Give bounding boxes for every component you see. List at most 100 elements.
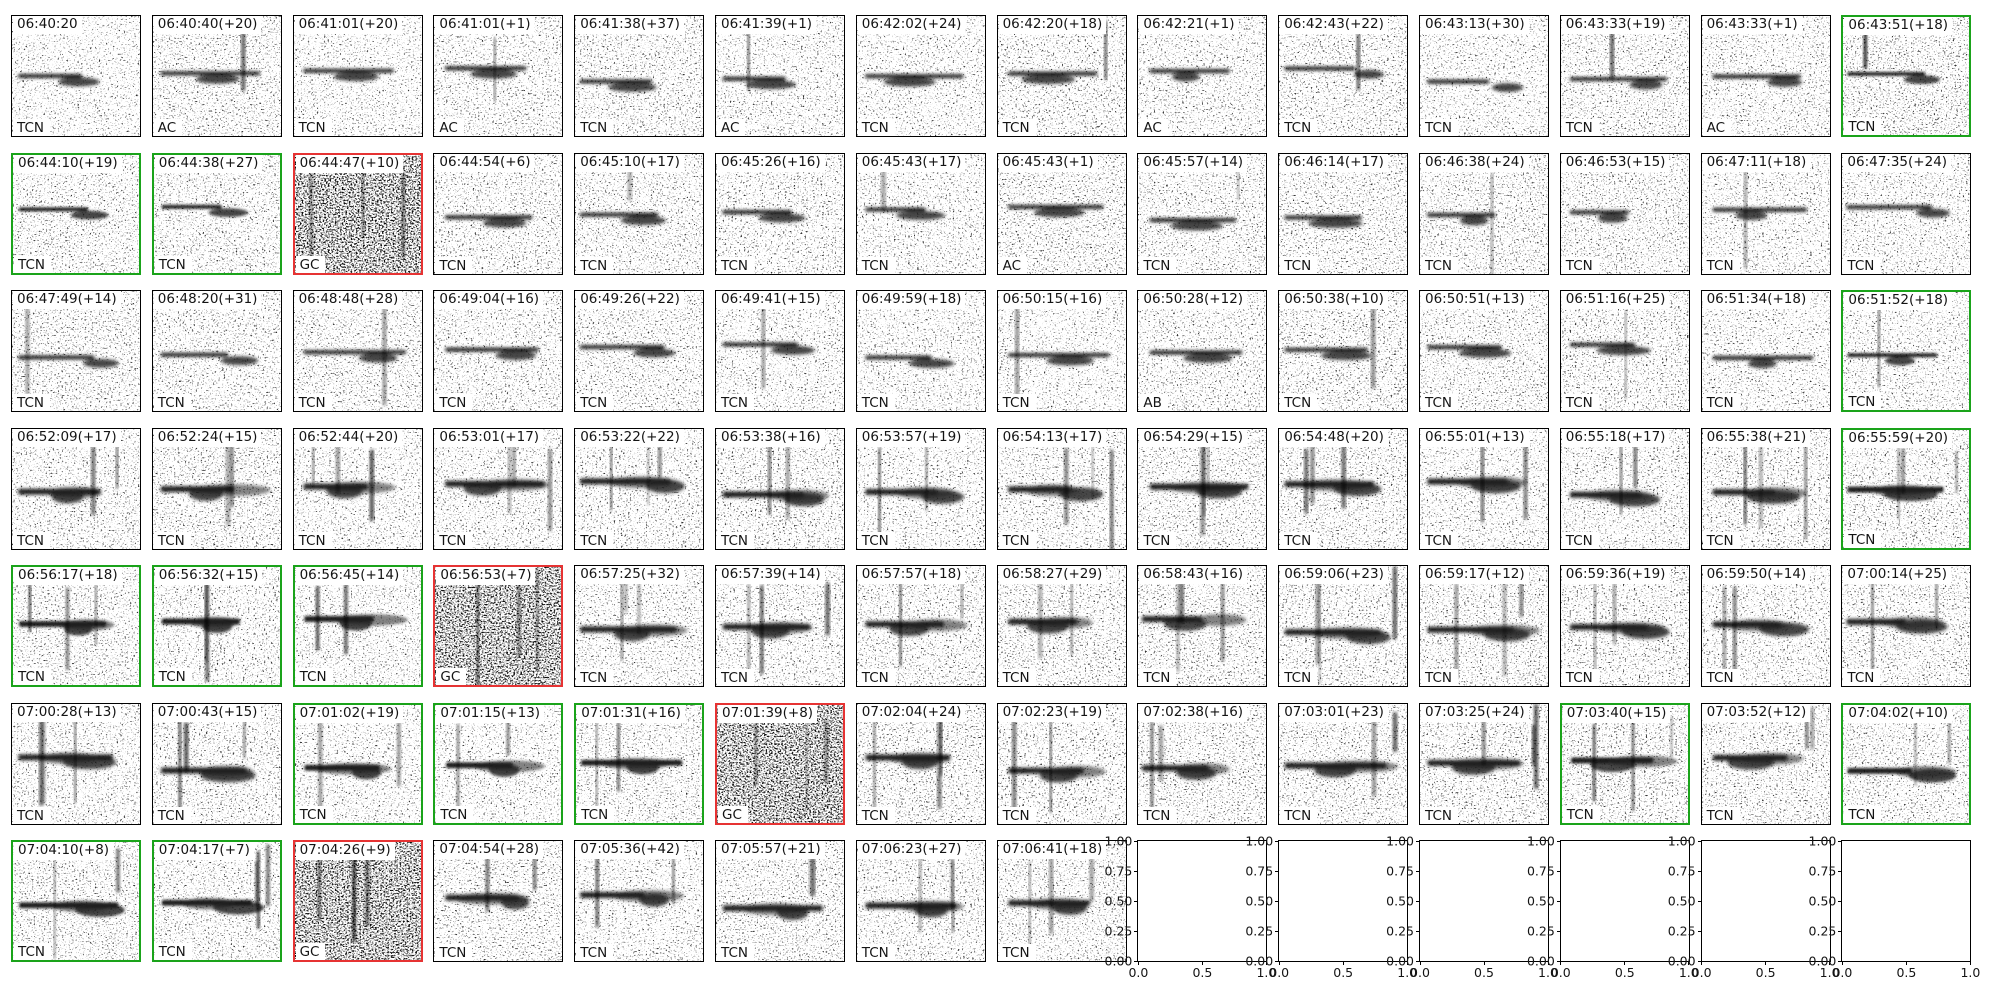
spectrogram-image — [717, 704, 843, 823]
cell-class-label: TCN — [998, 119, 1036, 136]
cell-timestamp: 07:03:01(+23) — [1280, 703, 1388, 722]
spectrogram-image — [716, 566, 844, 686]
cell-class-label: TCN — [154, 255, 192, 273]
spectrogram-cell: 06:52:24(+15) TCN — [151, 427, 282, 550]
spectrogram-image — [13, 567, 139, 685]
spectrogram-image — [1560, 16, 1689, 136]
cell-timestamp: 06:47:49(+14) — [13, 291, 121, 309]
spectrogram-cell: 06:53:57(+19) TCN — [855, 427, 986, 550]
spectrogram-cell: 06:40:20 TCN — [11, 15, 141, 137]
x-tick-label: 0.0 — [1550, 965, 1571, 980]
y-tick-mark — [1556, 930, 1561, 932]
spectrogram-image — [1138, 566, 1267, 686]
spectrogram-image — [1138, 428, 1267, 549]
cell-class-label: TCN — [1421, 806, 1458, 824]
y-tick-mark — [1556, 900, 1561, 902]
spectrogram-image — [294, 842, 421, 960]
x-tick-label: 0.5 — [1333, 965, 1354, 980]
spectrogram-image — [1843, 17, 1970, 135]
cell-timestamp: 07:03:52(+12) — [1702, 703, 1811, 722]
spectrogram-cell: 07:02:04(+24) TCN — [855, 702, 986, 825]
spectrogram-image — [12, 291, 140, 411]
cell-class-label: TCN — [1421, 256, 1458, 274]
cell-class-label: TCN — [1844, 118, 1882, 135]
x-tick-mark — [1701, 961, 1703, 965]
cell-class-label: TCN — [14, 668, 51, 685]
cell-class-label: TCN — [295, 805, 333, 823]
spectrogram-cell: 06:49:41(+15) TCN — [715, 290, 845, 412]
cell-timestamp: 06:52:24(+15) — [153, 428, 262, 447]
cell-timestamp: 06:56:32(+15) — [154, 567, 263, 585]
cell-timestamp: 06:59:36(+19) — [1561, 566, 1670, 584]
x-tick-mark — [1765, 961, 1767, 965]
spectrogram-cell: 07:04:17(+7) TCN — [151, 840, 282, 962]
y-tick-mark — [1838, 930, 1843, 932]
spectrogram-cell: 06:43:51(+18) TCN — [1841, 15, 1972, 137]
y-tick-label: 0.00 — [1386, 953, 1414, 969]
spectrogram-image — [153, 842, 280, 960]
spectrogram-cell: 06:55:18(+17) TCN — [1559, 427, 1690, 550]
cell-timestamp: 06:50:15(+16) — [998, 291, 1107, 309]
x-tick-mark — [1624, 961, 1626, 965]
spectrogram-cell: 07:04:54(+28) TCN — [433, 840, 564, 962]
cell-class-label: TCN — [998, 531, 1036, 549]
spectrogram-image — [153, 154, 280, 273]
y-tick-label: 0.75 — [1667, 863, 1696, 879]
cell-class-label: TCN — [576, 119, 614, 136]
y-tick-label: 0.75 — [1526, 863, 1555, 879]
cell-class-label: TCN — [1702, 394, 1740, 411]
cell-timestamp: 07:00:43(+15) — [153, 703, 262, 722]
cell-timestamp: 06:55:18(+17) — [1561, 428, 1670, 447]
spectrogram-image — [856, 291, 985, 411]
cell-timestamp: 06:49:59(+18) — [857, 291, 966, 309]
spectrogram-image — [1138, 703, 1267, 824]
spectrogram-cell: 06:55:59(+20) TCN — [1841, 427, 1972, 550]
cell-class-label: TCN — [1844, 530, 1882, 548]
cell-class-label: GC — [295, 255, 326, 273]
cell-timestamp: 06:46:38(+24) — [1421, 153, 1529, 172]
spectrogram-cell: 06:45:57(+14) TCN — [1137, 152, 1268, 275]
cell-class-label: TCN — [153, 806, 191, 824]
y-tick-label: 0.50 — [1808, 893, 1837, 909]
spectrogram-image — [1420, 428, 1548, 549]
cell-class-label: TCN — [1421, 394, 1458, 411]
y-tick-mark — [1134, 840, 1139, 842]
cell-timestamp: 06:57:39(+14) — [717, 566, 825, 584]
cell-timestamp: 07:01:15(+13) — [436, 704, 545, 723]
cell-timestamp: 07:03:40(+15) — [1562, 704, 1671, 723]
cell-class-label: TCN — [1843, 669, 1881, 686]
spectrogram-cell: 06:48:20(+31) TCN — [151, 290, 282, 412]
y-tick-mark — [1275, 930, 1280, 932]
spectrogram-cell: 06:59:17(+12) TCN — [1419, 565, 1549, 687]
cell-class-label: AC — [1702, 119, 1732, 136]
x-tick-mark — [1969, 961, 1971, 965]
y-tick-mark — [1134, 900, 1139, 902]
spectrogram-image — [1843, 292, 1970, 410]
x-tick-label: 1.0 — [1397, 965, 1418, 980]
y-tick-label: 1.00 — [1526, 833, 1555, 849]
y-tick-mark — [1556, 840, 1561, 842]
x-tick-mark — [1137, 961, 1139, 965]
cell-timestamp: 06:54:29(+15) — [1139, 428, 1248, 447]
spectrogram-image — [1420, 291, 1548, 411]
y-tick-label: 0.75 — [1808, 863, 1837, 879]
cell-class-label: TCN — [294, 119, 332, 136]
cell-timestamp: 06:54:48(+20) — [1280, 428, 1388, 447]
spectrogram-cell: 06:53:22(+22) TCN — [574, 427, 705, 550]
spectrogram-image — [1701, 153, 1830, 274]
cell-timestamp: 06:44:54(+6) — [435, 153, 535, 172]
y-tick-label: 0.25 — [1386, 923, 1414, 939]
spectrogram-cell: 06:50:51(+13) TCN — [1419, 290, 1549, 412]
cell-timestamp: 07:00:28(+13) — [13, 703, 121, 722]
x-tick-label: 1.0 — [1256, 965, 1277, 980]
spectrogram-image — [1420, 16, 1548, 136]
empty-plot: 1.00 0.75 0.50 0.25 0.00 0.0 0.5 1.0 — [1668, 834, 1840, 981]
cell-timestamp: 06:45:10(+17) — [576, 153, 684, 172]
cell-timestamp: 06:42:02(+24) — [857, 16, 966, 34]
spectrogram-image — [856, 566, 985, 686]
cell-class-label: TCN — [1702, 531, 1740, 549]
y-tick-label: 0.00 — [1104, 953, 1133, 969]
cell-timestamp: 06:53:57(+19) — [857, 428, 966, 447]
spectrogram-image — [434, 428, 563, 549]
x-tick-mark — [1688, 961, 1690, 965]
